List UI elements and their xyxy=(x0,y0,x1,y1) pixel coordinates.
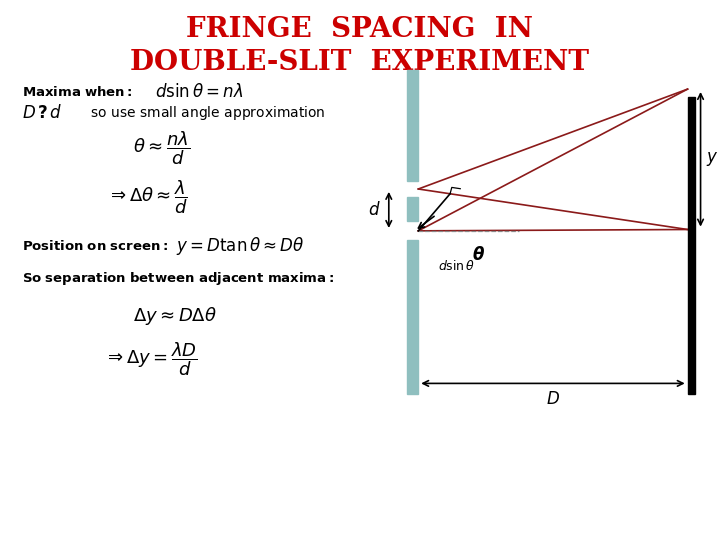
Text: $d\sin\theta = n\lambda$: $d\sin\theta = n\lambda$ xyxy=(155,83,243,101)
Text: DOUBLE-SLIT  EXPERIMENT: DOUBLE-SLIT EXPERIMENT xyxy=(130,49,590,76)
Text: $D$: $D$ xyxy=(546,391,560,408)
Bar xyxy=(407,197,418,221)
Text: $\boldsymbol{\theta}$: $\boldsymbol{\theta}$ xyxy=(472,246,485,264)
Text: $d$: $d$ xyxy=(367,201,380,219)
Bar xyxy=(407,70,418,181)
Bar xyxy=(688,97,695,394)
Bar xyxy=(407,240,418,394)
Text: $\Rightarrow \Delta\theta \approx \dfrac{\lambda}{d}$: $\Rightarrow \Delta\theta \approx \dfrac… xyxy=(107,178,188,216)
Text: $\theta \approx \dfrac{n\lambda}{d}$: $\theta \approx \dfrac{n\lambda}{d}$ xyxy=(133,130,190,167)
Text: FRINGE  SPACING  IN: FRINGE SPACING IN xyxy=(186,16,534,43)
Text: $\mathbf{Position\ on\ screen:}$: $\mathbf{Position\ on\ screen:}$ xyxy=(22,239,168,253)
Text: $y$: $y$ xyxy=(706,150,719,168)
Text: $y = D\tan\theta \approx D\theta$: $y = D\tan\theta \approx D\theta$ xyxy=(176,235,305,256)
Text: $\Delta y \approx D\Delta\theta$: $\Delta y \approx D\Delta\theta$ xyxy=(133,305,217,327)
Text: $\mathrm{so\ use\ small\ angle\ approximation}$: $\mathrm{so\ use\ small\ angle\ approxim… xyxy=(90,104,325,123)
Text: $\mathbf{Maxima\ when:}$: $\mathbf{Maxima\ when:}$ xyxy=(22,85,132,99)
Text: $\mathbf{So\ separation\ between\ adjacent\ maxima:}$: $\mathbf{So\ separation\ between\ adjace… xyxy=(22,269,333,287)
Text: $\Rightarrow \Delta y = \dfrac{\lambda D}{d}$: $\Rightarrow \Delta y = \dfrac{\lambda D… xyxy=(104,340,198,378)
Text: $d\sin\theta$: $d\sin\theta$ xyxy=(438,259,476,273)
Text: $D\,\mathbf{?}\,d$: $D\,\mathbf{?}\,d$ xyxy=(22,104,62,123)
